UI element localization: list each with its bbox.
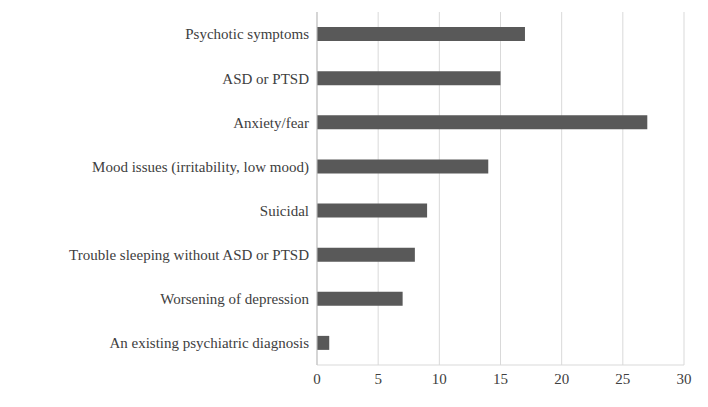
svg-text:0: 0 xyxy=(313,371,321,387)
svg-text:15: 15 xyxy=(493,371,508,387)
svg-text:5: 5 xyxy=(374,371,382,387)
svg-text:10: 10 xyxy=(432,371,447,387)
svg-text:Suicidal: Suicidal xyxy=(260,203,309,219)
svg-text:Worsening of depression: Worsening of depression xyxy=(160,291,309,307)
svg-text:Psychotic symptoms: Psychotic symptoms xyxy=(185,26,309,42)
svg-text:Anxiety/fear: Anxiety/fear xyxy=(233,115,309,131)
svg-text:An existing psychiatric diagno: An existing psychiatric diagnosis xyxy=(109,335,309,351)
svg-text:ASD or PTSD: ASD or PTSD xyxy=(222,71,309,87)
svg-text:25: 25 xyxy=(615,371,630,387)
svg-text:30: 30 xyxy=(677,371,692,387)
svg-text:20: 20 xyxy=(554,371,569,387)
svg-text:Mood issues (irritability, low: Mood issues (irritability, low mood) xyxy=(92,159,309,176)
svg-text:Trouble sleeping without ASD o: Trouble sleeping without ASD or PTSD xyxy=(69,247,309,263)
